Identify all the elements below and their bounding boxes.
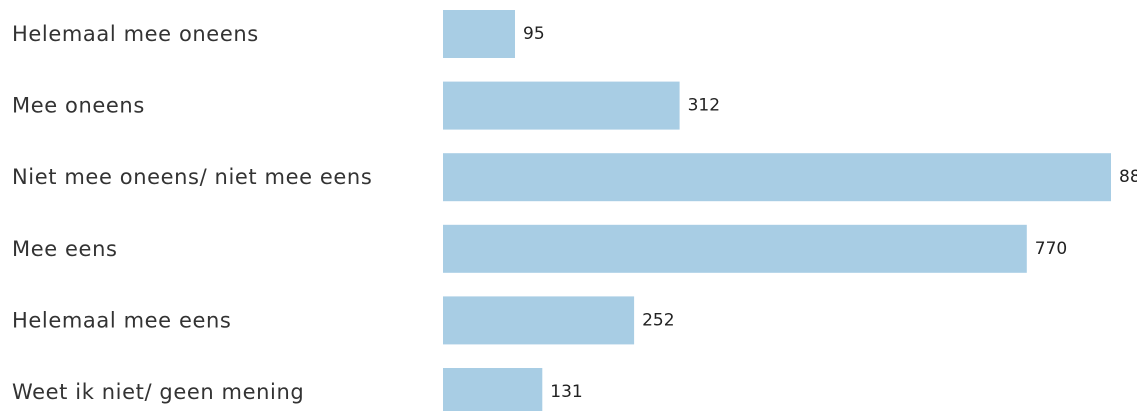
bar (443, 368, 543, 411)
bar (443, 153, 1111, 202)
category-label: Mee eens (12, 237, 118, 261)
category-label: Mee oneens (12, 94, 145, 118)
value-label: 770 (1035, 239, 1067, 259)
bar (443, 81, 680, 130)
bar (443, 224, 1027, 273)
value-label: 131 (550, 382, 582, 402)
category-label: Niet mee oneens/ niet mee eens (12, 165, 372, 189)
value-label: 881 (1119, 167, 1137, 187)
value-label: 95 (523, 24, 545, 44)
value-label: 312 (688, 96, 720, 116)
category-label: Weet ik niet/ geen mening (12, 380, 304, 404)
bar (443, 10, 515, 58)
category-label: Helemaal mee oneens (12, 22, 259, 46)
bar (443, 296, 635, 345)
category-label: Helemaal mee eens (12, 308, 231, 332)
value-label: 252 (642, 310, 674, 330)
category-labels-group: Helemaal mee oneens Mee oneens Niet mee on… (12, 22, 372, 404)
bars-group (443, 10, 1111, 411)
value-labels-group: 95 312 881 770 252 131 (523, 24, 1137, 402)
